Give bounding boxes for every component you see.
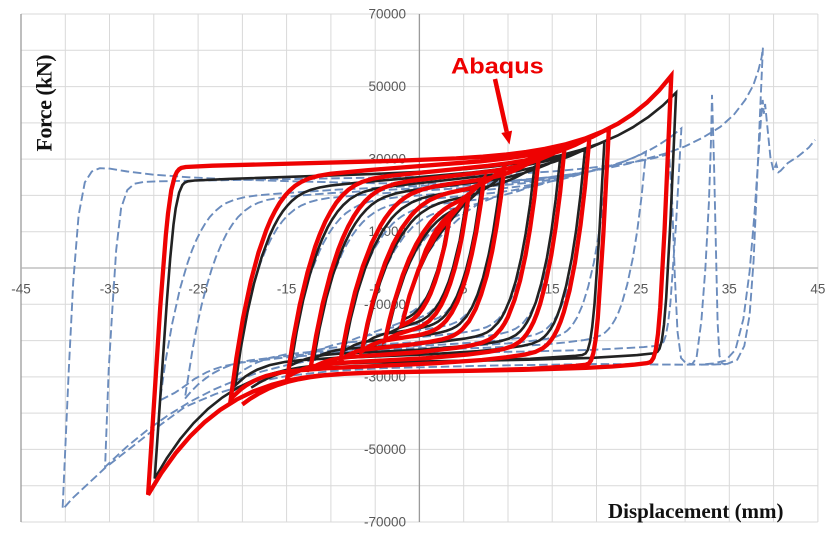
svg-text:25: 25: [633, 282, 648, 297]
svg-text:-25: -25: [188, 282, 208, 297]
svg-text:70000: 70000: [368, 7, 406, 22]
svg-text:-50000: -50000: [364, 442, 406, 457]
svg-text:-45: -45: [11, 282, 31, 297]
svg-text:50000: 50000: [368, 79, 406, 94]
svg-text:Abaqus: Abaqus: [451, 55, 544, 79]
svg-text:Displacement (mm): Displacement (mm): [608, 499, 784, 523]
svg-text:-70000: -70000: [364, 515, 406, 530]
svg-text:15: 15: [545, 282, 560, 297]
svg-text:45: 45: [810, 282, 825, 297]
svg-text:-15: -15: [277, 282, 297, 297]
svg-text:35: 35: [722, 282, 737, 297]
svg-text:-35: -35: [100, 282, 120, 297]
svg-text:Force (kN): Force (kN): [32, 55, 57, 152]
